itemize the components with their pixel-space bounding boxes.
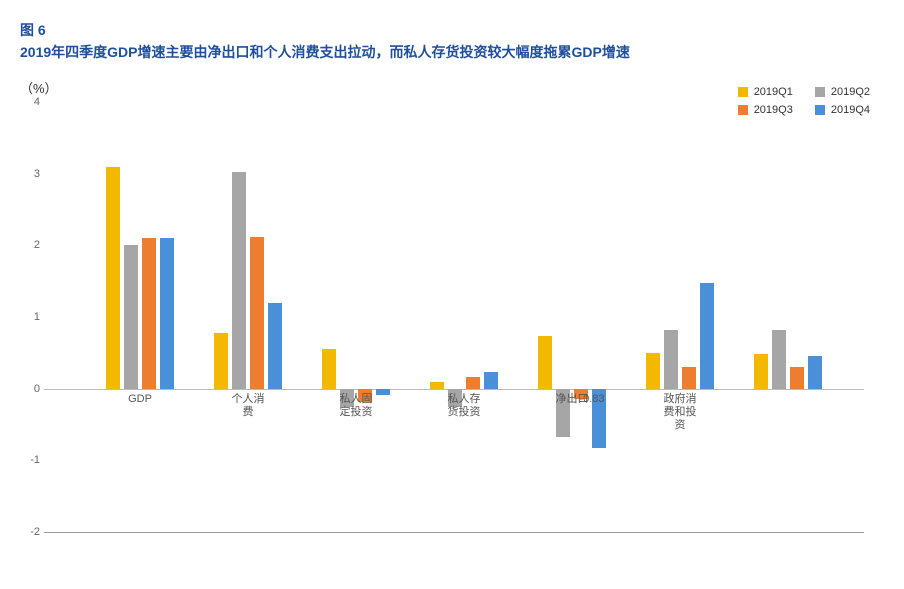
bar <box>538 336 552 388</box>
plot-area: -2-101234GDP个人消费私人固定投资私人存货投资净出口-0.83政府消费… <box>44 102 864 533</box>
bar <box>430 382 444 388</box>
legend-swatch <box>815 87 825 97</box>
y-tick-label: 0 <box>22 383 40 395</box>
bar <box>772 330 786 389</box>
bar <box>790 367 804 389</box>
bar-group: GDP <box>106 102 174 532</box>
bar <box>754 354 768 388</box>
legend-label: 2019Q1 <box>754 86 793 98</box>
bar <box>646 353 660 389</box>
bar <box>322 349 336 389</box>
bar <box>142 238 156 389</box>
y-axis-unit: （%） <box>20 78 58 97</box>
y-tick-label: 1 <box>22 311 40 323</box>
bar <box>664 330 678 389</box>
bar-group: 净出口-0.83 <box>538 102 606 532</box>
gdp-contribution-chart: （%） 2019Q12019Q22019Q32019Q4 -2-101234GD… <box>20 78 880 548</box>
y-tick-label: 4 <box>22 96 40 108</box>
category-label: 政府消费和投资 <box>663 393 697 433</box>
category-label: GDP <box>128 393 152 406</box>
category-label: 个人消费 <box>231 393 265 419</box>
bar <box>250 237 264 389</box>
bar <box>682 367 696 389</box>
legend-item: 2019Q2 <box>815 86 870 98</box>
category-label: 私人固定投资 <box>339 393 373 419</box>
bar-group: 政府消费和投资 <box>646 102 714 532</box>
y-tick-label: 3 <box>22 168 40 180</box>
y-tick-label: -2 <box>22 526 40 538</box>
bar <box>808 356 822 388</box>
legend-label: 2019Q2 <box>831 86 870 98</box>
category-label: 私人存货投资 <box>447 393 481 419</box>
legend-swatch <box>738 87 748 97</box>
value-label: -0.83 <box>579 393 604 405</box>
bar-group: 私人固定投资 <box>322 102 390 532</box>
bar <box>268 303 282 389</box>
bar-group <box>754 102 822 532</box>
bar <box>376 389 390 395</box>
legend-item: 2019Q1 <box>738 86 793 98</box>
bar <box>124 245 138 388</box>
bar-group: 私人存货投资 <box>430 102 498 532</box>
bar <box>700 283 714 389</box>
bar <box>214 333 228 389</box>
bar <box>232 172 246 389</box>
y-tick-label: -1 <box>22 454 40 466</box>
bar-group: 个人消费 <box>214 102 282 532</box>
bar <box>160 238 174 389</box>
figure-label: 图 6 <box>20 20 884 40</box>
y-tick-label: 2 <box>22 239 40 251</box>
bar <box>466 377 480 389</box>
bar <box>106 167 120 389</box>
bar <box>484 372 498 388</box>
figure-title: 2019年四季度GDP增速主要由净出口和个人消费支出拉动，而私人存货投资较大幅度… <box>20 42 884 62</box>
